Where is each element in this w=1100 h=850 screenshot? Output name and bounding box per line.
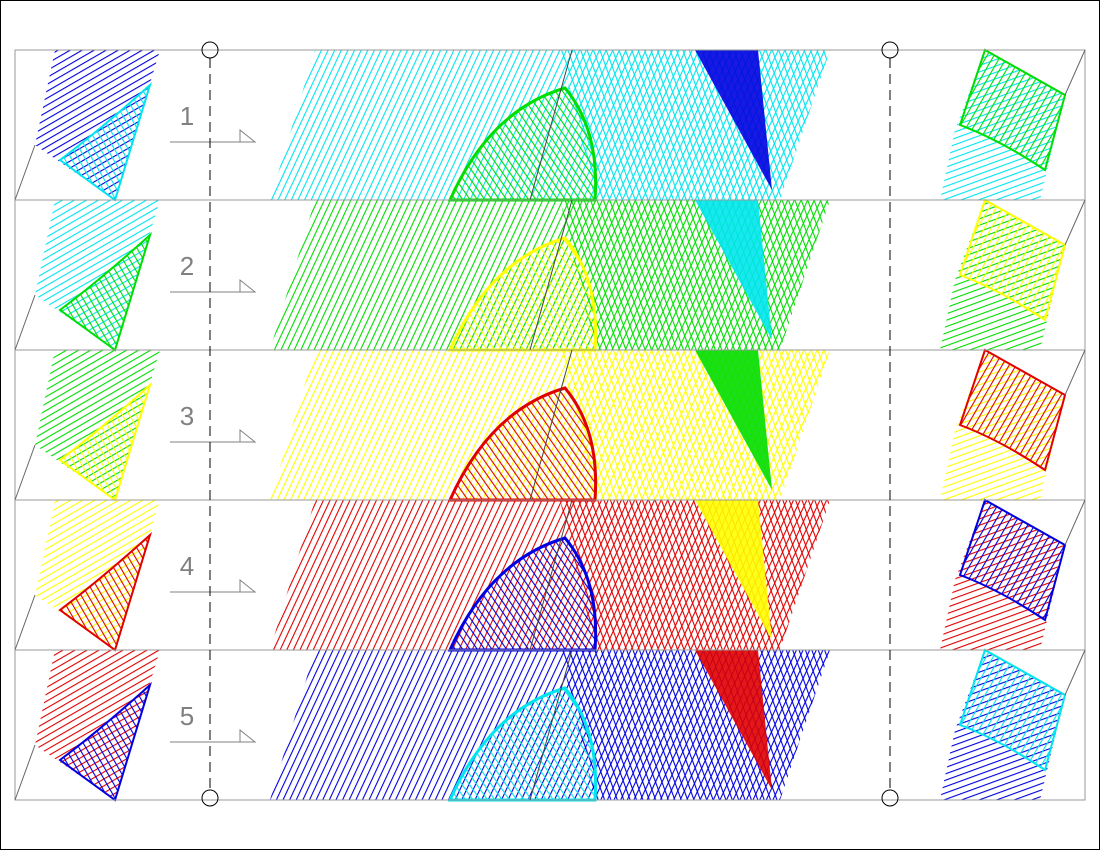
section-arrow bbox=[170, 578, 257, 593]
section-arrow bbox=[170, 728, 257, 743]
strip: 3 bbox=[14, 348, 1086, 502]
left-inner bbox=[58, 231, 153, 352]
section-arrow bbox=[170, 128, 257, 143]
edge bbox=[529, 349, 573, 501]
edge bbox=[14, 444, 36, 501]
inner-arch bbox=[447, 686, 598, 802]
axes bbox=[201, 41, 899, 807]
upper-wedge bbox=[695, 500, 772, 640]
upper-wedge bbox=[695, 350, 772, 490]
inner-arch bbox=[447, 386, 598, 502]
right-inner bbox=[958, 648, 1067, 772]
edge bbox=[1064, 199, 1086, 246]
axis-bubble bbox=[881, 41, 899, 59]
upper-wedge bbox=[695, 650, 772, 790]
upper-wedge bbox=[695, 200, 772, 340]
edge bbox=[14, 744, 36, 801]
section-arrow bbox=[170, 278, 257, 293]
edge bbox=[1064, 649, 1086, 696]
axis-bubble bbox=[201, 789, 219, 807]
inner-arch bbox=[447, 536, 598, 652]
row-label: 4 bbox=[180, 551, 194, 581]
inner-arch bbox=[447, 236, 598, 352]
strip: 1 bbox=[14, 48, 1086, 202]
axis-bubble bbox=[881, 789, 899, 807]
strips: 1 2 3 4 5 bbox=[14, 48, 1086, 802]
row-label: 5 bbox=[180, 701, 194, 731]
edge bbox=[529, 49, 573, 201]
row-label: 1 bbox=[180, 101, 194, 131]
edge bbox=[1064, 499, 1086, 546]
left-inner bbox=[58, 381, 153, 502]
edge bbox=[14, 594, 36, 651]
strip: 4 bbox=[14, 498, 1086, 652]
right-inner bbox=[958, 198, 1067, 322]
right-inner bbox=[958, 348, 1067, 472]
edge bbox=[14, 144, 36, 201]
left-inner bbox=[58, 531, 153, 652]
inner-arch bbox=[447, 86, 598, 202]
left-inner bbox=[58, 681, 153, 802]
edge bbox=[1064, 49, 1086, 96]
edge bbox=[529, 499, 573, 651]
section-arrow bbox=[170, 428, 257, 443]
edge bbox=[14, 294, 36, 351]
row-label: 3 bbox=[180, 401, 194, 431]
edge bbox=[529, 649, 573, 801]
strip: 5 bbox=[14, 648, 1086, 802]
right-inner bbox=[958, 498, 1067, 622]
edge bbox=[1064, 349, 1086, 396]
edge bbox=[529, 199, 573, 351]
strip-outline bbox=[14, 649, 1086, 801]
row-label: 2 bbox=[180, 251, 194, 281]
strip: 2 bbox=[14, 198, 1086, 352]
axis-bubble bbox=[201, 41, 219, 59]
right-inner bbox=[958, 48, 1067, 172]
upper-wedge bbox=[695, 50, 772, 190]
left-inner bbox=[58, 81, 153, 202]
